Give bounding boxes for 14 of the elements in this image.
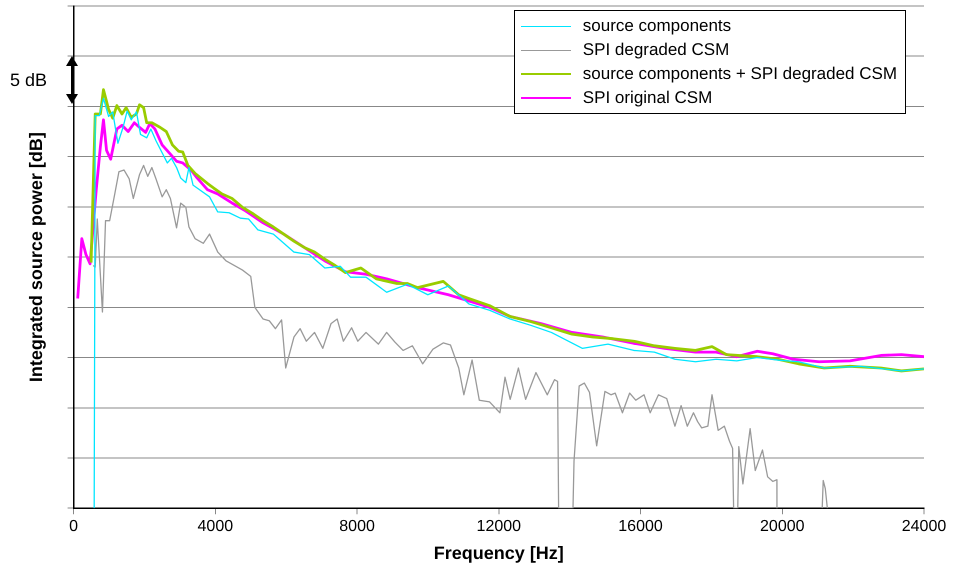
x-tick-label: 4000 [198, 518, 234, 536]
text: 5 dB [10, 70, 48, 90]
x-tick-label: 20000 [760, 518, 805, 536]
x-tick-label: 0 [69, 518, 78, 536]
x-tick-label: 16000 [618, 518, 663, 536]
x-tick-label: 8000 [339, 518, 375, 536]
legend-label: SPI original CSM [582, 87, 712, 109]
x-axis-title: Frequency [Hz] [434, 543, 564, 564]
y-axis-title: Integrated source power [dB] [26, 132, 46, 382]
legend-label: SPI degraded CSM [582, 39, 730, 61]
x-tick-label: 24000 [902, 518, 946, 536]
legend-label: source components + SPI degraded CSM [582, 63, 897, 85]
x-tick-label: 12000 [476, 518, 522, 536]
legend-label: source components [582, 15, 732, 37]
